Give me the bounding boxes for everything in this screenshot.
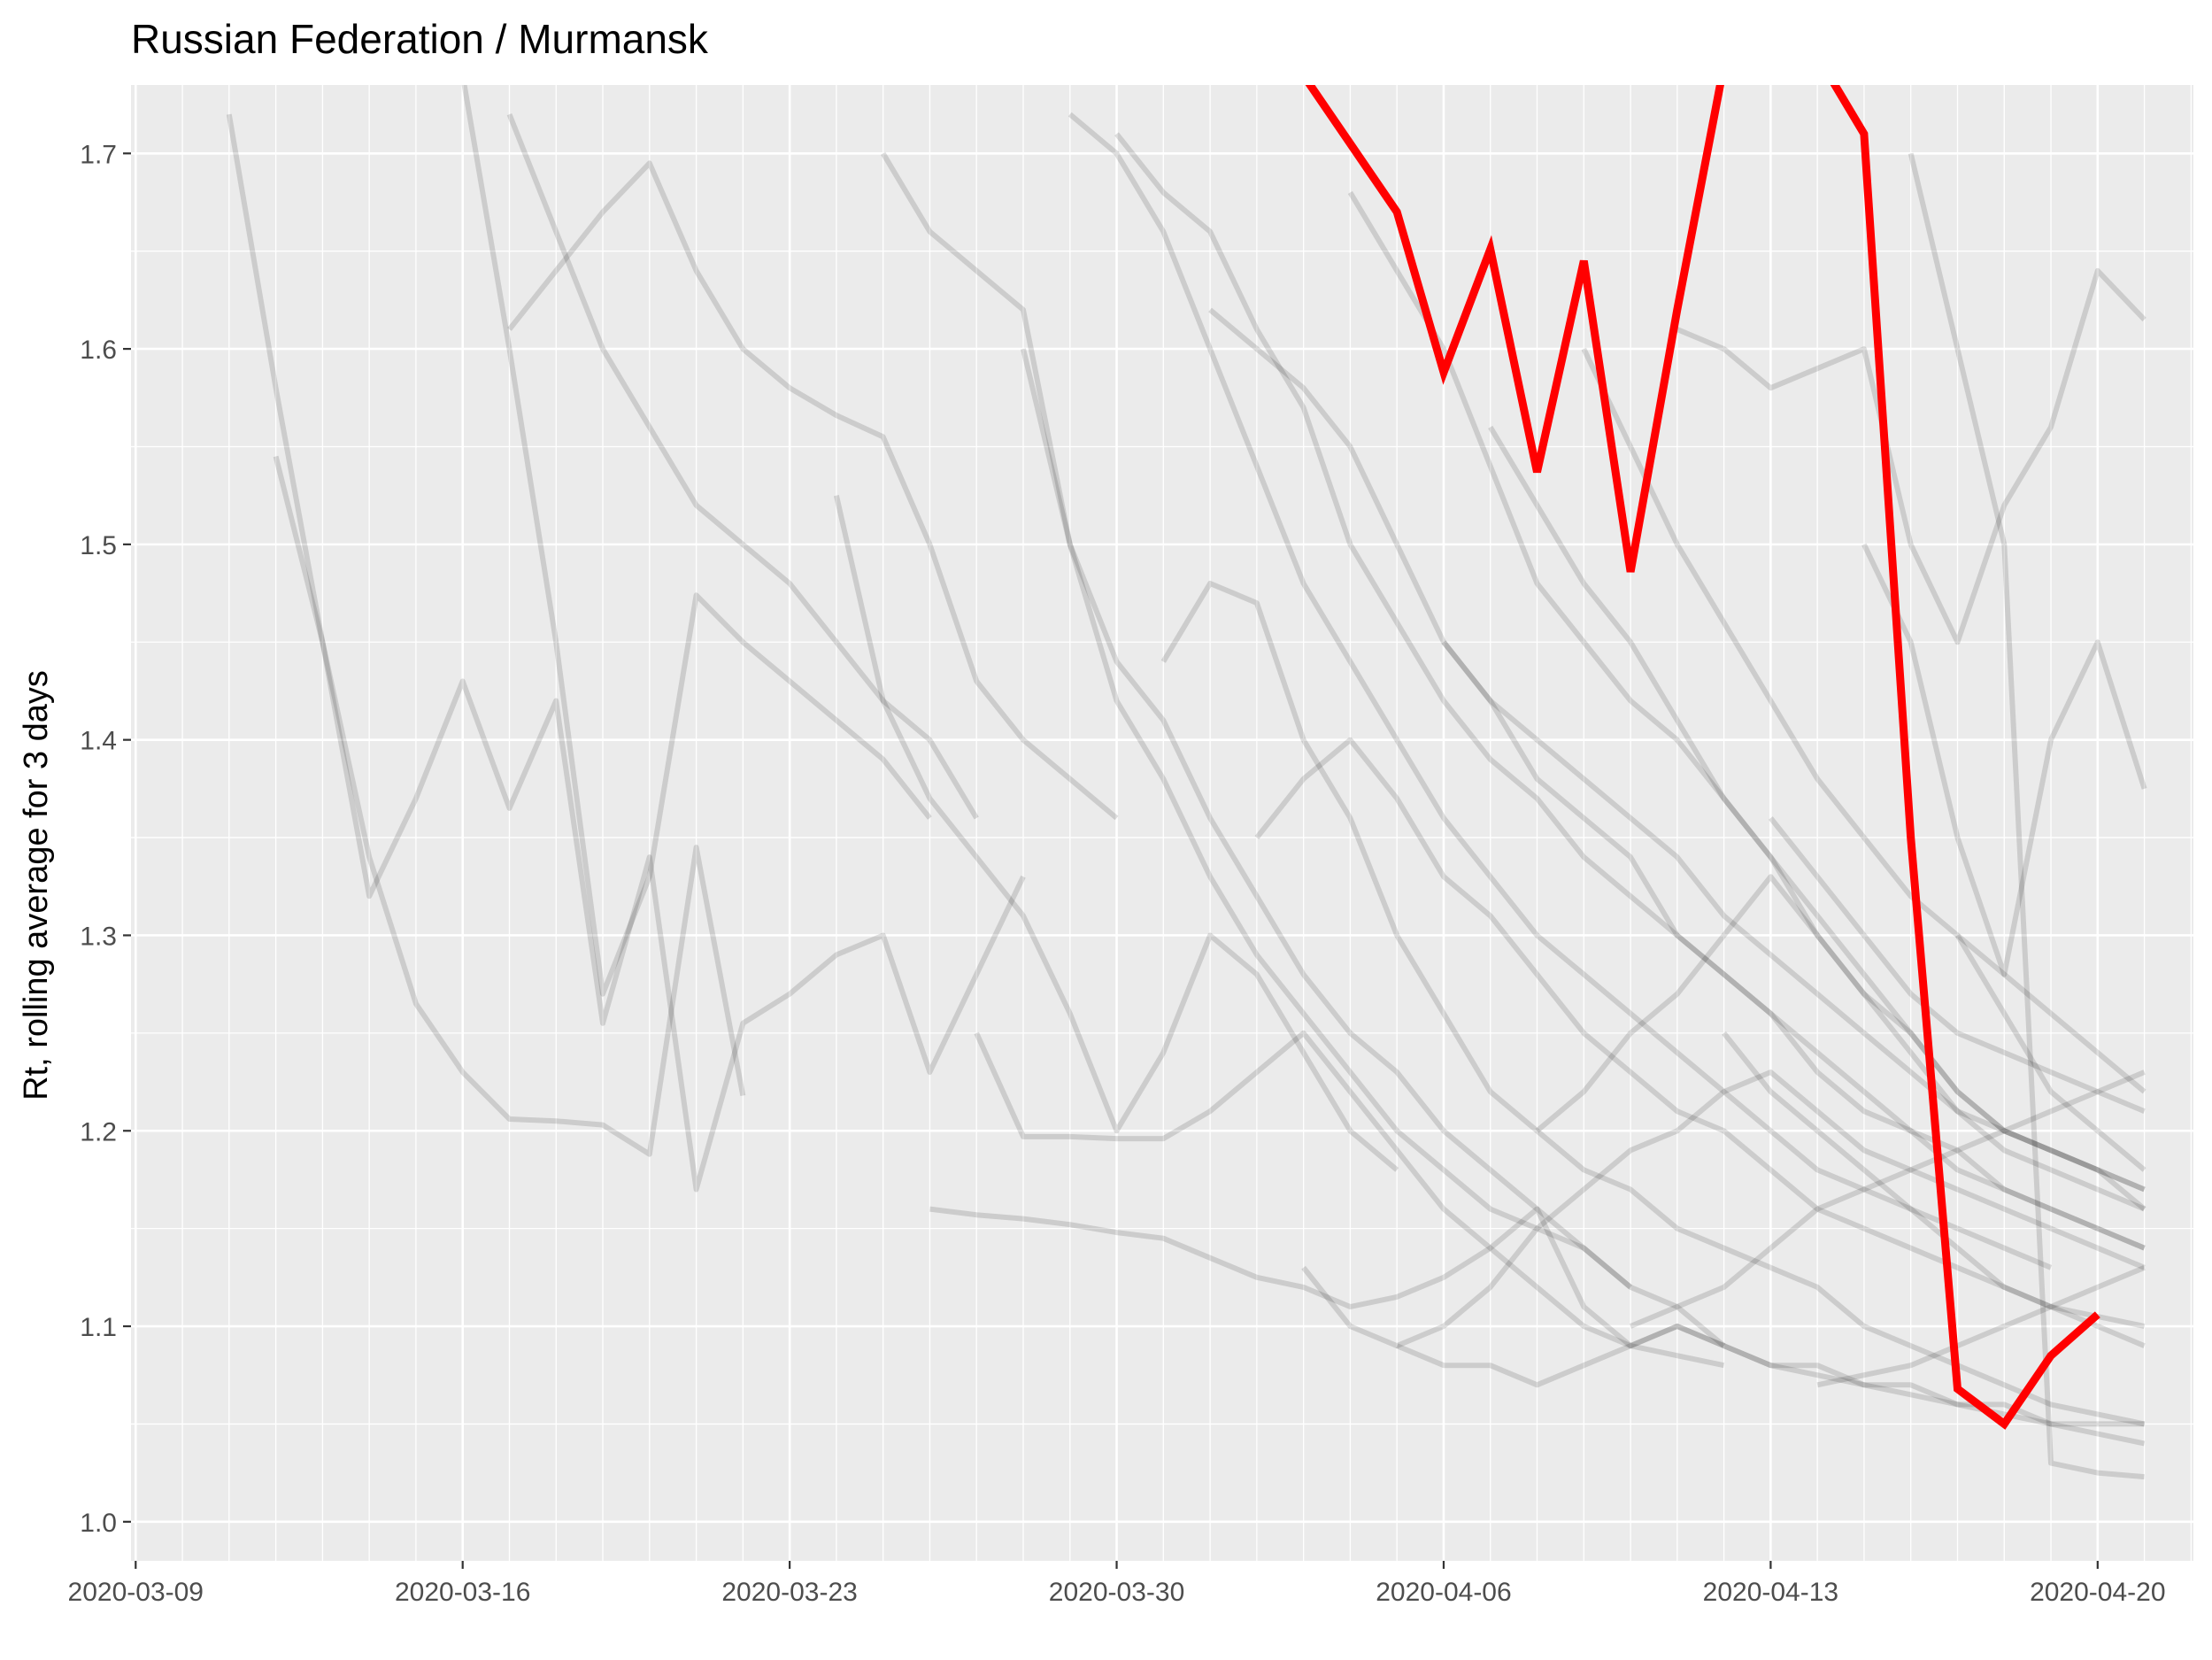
background-series-line xyxy=(226,113,1026,1193)
background-series-line xyxy=(1208,307,2146,1251)
axes: 1.0 1.1 1.2 1.3 1.4 1.5 1.6 1.7 2020-03-09 2020-0… xyxy=(68,140,2166,1607)
background-series-line xyxy=(1347,190,2146,1212)
y-tick-label: 1.3 xyxy=(80,922,117,951)
background-series-line xyxy=(1114,132,2146,1251)
background-series-group xyxy=(226,85,2147,1480)
chart-title: Russian Federation / Murmansk xyxy=(131,16,709,62)
x-tick-label: 2020-03-30 xyxy=(1049,1578,1184,1607)
x-tick-label: 2020-04-20 xyxy=(2030,1578,2165,1607)
background-series-line xyxy=(1769,816,2146,1114)
x-tick-label: 2020-03-23 xyxy=(721,1578,857,1607)
background-series-line xyxy=(1254,737,2146,1329)
background-series-line xyxy=(1396,1324,2145,1427)
background-series-line xyxy=(1301,1069,2146,1349)
background-series-line xyxy=(1861,543,2147,977)
y-tick-label: 1.1 xyxy=(80,1313,117,1342)
background-series-line xyxy=(506,112,979,820)
y-tick-label: 1.2 xyxy=(80,1117,117,1147)
background-series-line xyxy=(1535,874,2146,1211)
background-series-line xyxy=(1160,581,2146,1427)
background-series-line xyxy=(881,151,1633,1290)
background-series-line xyxy=(1676,267,2146,645)
y-tick-label: 1.4 xyxy=(80,727,117,756)
highlight-series-line xyxy=(1305,85,2100,1430)
background-series-line xyxy=(1816,1265,2146,1388)
plot-panel xyxy=(131,85,2193,1561)
background-series-line xyxy=(273,455,746,1157)
y-axis-label: Rt, rolling average for 3 days xyxy=(18,670,55,1100)
background-series-line xyxy=(1629,1069,2146,1329)
background-series-line xyxy=(833,495,1399,1172)
background-series-line xyxy=(1488,425,2146,1193)
y-tick-label: 1.5 xyxy=(80,531,117,560)
y-tick-label: 1.7 xyxy=(80,140,117,169)
background-series-line xyxy=(1954,933,2146,1172)
background-series-line xyxy=(1441,640,2146,1193)
y-tick-label: 1.6 xyxy=(80,336,117,365)
x-tick-label: 2020-04-06 xyxy=(1376,1578,1511,1607)
background-series-line xyxy=(1722,1031,2146,1348)
background-series-line xyxy=(1067,112,2053,1270)
background-series-line xyxy=(1581,347,2146,1094)
background-series-line xyxy=(1908,152,2145,1480)
x-tick-label: 2020-04-13 xyxy=(1703,1578,1838,1607)
background-series-line xyxy=(974,1030,2146,1447)
background-series-line xyxy=(461,85,932,997)
major-gridlines xyxy=(131,85,2193,1561)
background-series-line xyxy=(929,1206,1725,1369)
background-series-line xyxy=(507,160,1119,821)
x-tick-label: 2020-03-09 xyxy=(68,1578,204,1607)
x-tick-label: 2020-03-16 xyxy=(395,1578,530,1607)
background-series-line xyxy=(1021,348,1726,1348)
y-tick-label: 1.0 xyxy=(80,1509,117,1538)
